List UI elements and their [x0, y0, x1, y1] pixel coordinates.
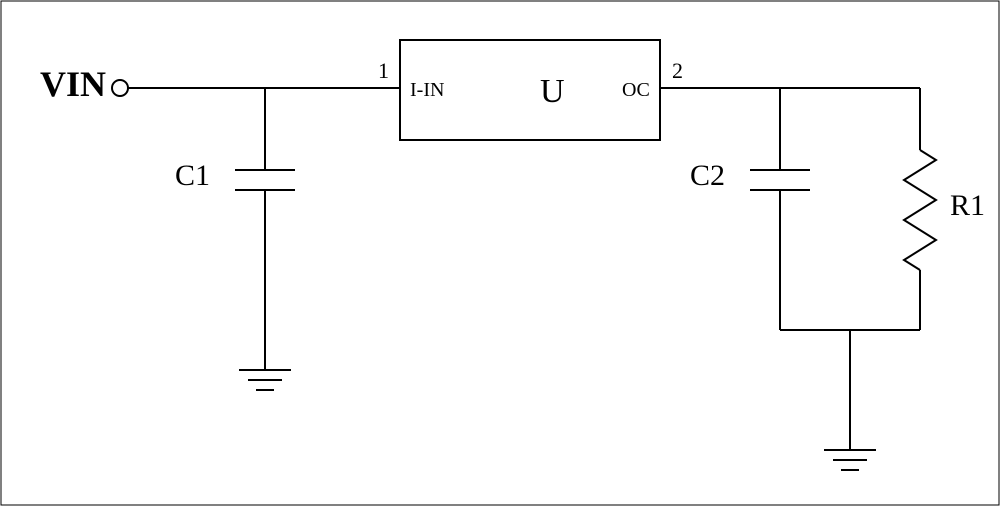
- r1-label: R1: [950, 189, 985, 222]
- c2-label: C2: [690, 159, 725, 192]
- c1-label: C1: [175, 159, 210, 192]
- node-1: 1: [378, 58, 389, 83]
- pin-i-in: I-IN: [410, 79, 444, 101]
- r1-body: [904, 150, 936, 270]
- pin-oc: OC: [622, 79, 650, 101]
- vin-label: VIN: [40, 64, 106, 104]
- node-2: 2: [672, 58, 683, 83]
- u-label: U: [540, 73, 565, 110]
- vin-terminal: [112, 80, 128, 96]
